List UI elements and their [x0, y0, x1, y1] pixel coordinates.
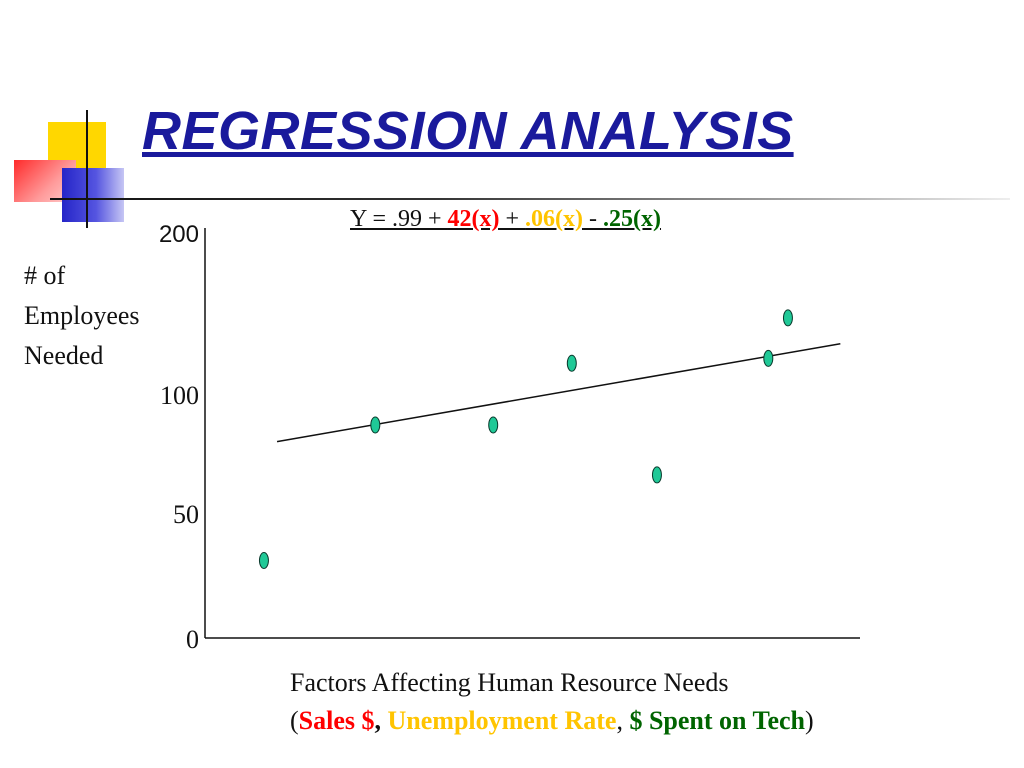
y-tick-label: 100: [160, 381, 199, 410]
data-point: [651, 466, 662, 484]
equation-prefix: Y = .99 +: [350, 206, 448, 232]
factor-unemployment: Unemployment Rate: [387, 706, 617, 735]
decor-blue-square: [62, 168, 124, 222]
data-point: [566, 354, 577, 372]
data-point: [488, 416, 499, 434]
data-point: [370, 416, 381, 434]
data-point: [782, 309, 793, 327]
equation-term-tech: .25(x): [603, 206, 662, 232]
factors-close-paren: ): [805, 706, 814, 735]
equation-operator-plus: +: [499, 206, 526, 232]
equation-term-unemployment: .06(x): [525, 206, 584, 232]
equation-term-sales: 42(x): [447, 206, 500, 232]
slide-title: REGRESSION ANALYSIS: [142, 101, 794, 161]
factors-legend: (Sales $, Unemployment Rate, $ Spent on …: [290, 706, 814, 736]
y-axis-label-line: Needed: [24, 341, 104, 370]
y-tick-label: 200: [159, 221, 199, 248]
title-underline-rule: [50, 198, 1010, 200]
y-axis-label: # of Employees Needed: [24, 256, 140, 376]
y-tick-label: 50: [173, 500, 199, 529]
regression-equation: Y = .99 + 42(x) + .06(x) - .25(x): [350, 206, 661, 233]
factor-tech-spending: $ Spent on Tech: [629, 706, 806, 735]
data-point: [258, 552, 269, 569]
factors-open-paren: (: [290, 706, 299, 735]
y-tick-label: 0: [186, 625, 199, 654]
factor-sales: Sales $: [298, 706, 375, 735]
trend-line: [276, 343, 841, 443]
data-point: [763, 349, 774, 367]
x-axis-label: Factors Affecting Human Resource Needs: [290, 668, 729, 697]
y-axis-label-line: # of: [24, 261, 66, 290]
equation-operator-minus: -: [583, 206, 604, 232]
factors-separator: ,: [374, 706, 382, 735]
decor-vertical-line: [86, 110, 88, 228]
y-axis-label-line: Employees: [24, 301, 140, 330]
factors-separator: ,: [616, 706, 623, 735]
